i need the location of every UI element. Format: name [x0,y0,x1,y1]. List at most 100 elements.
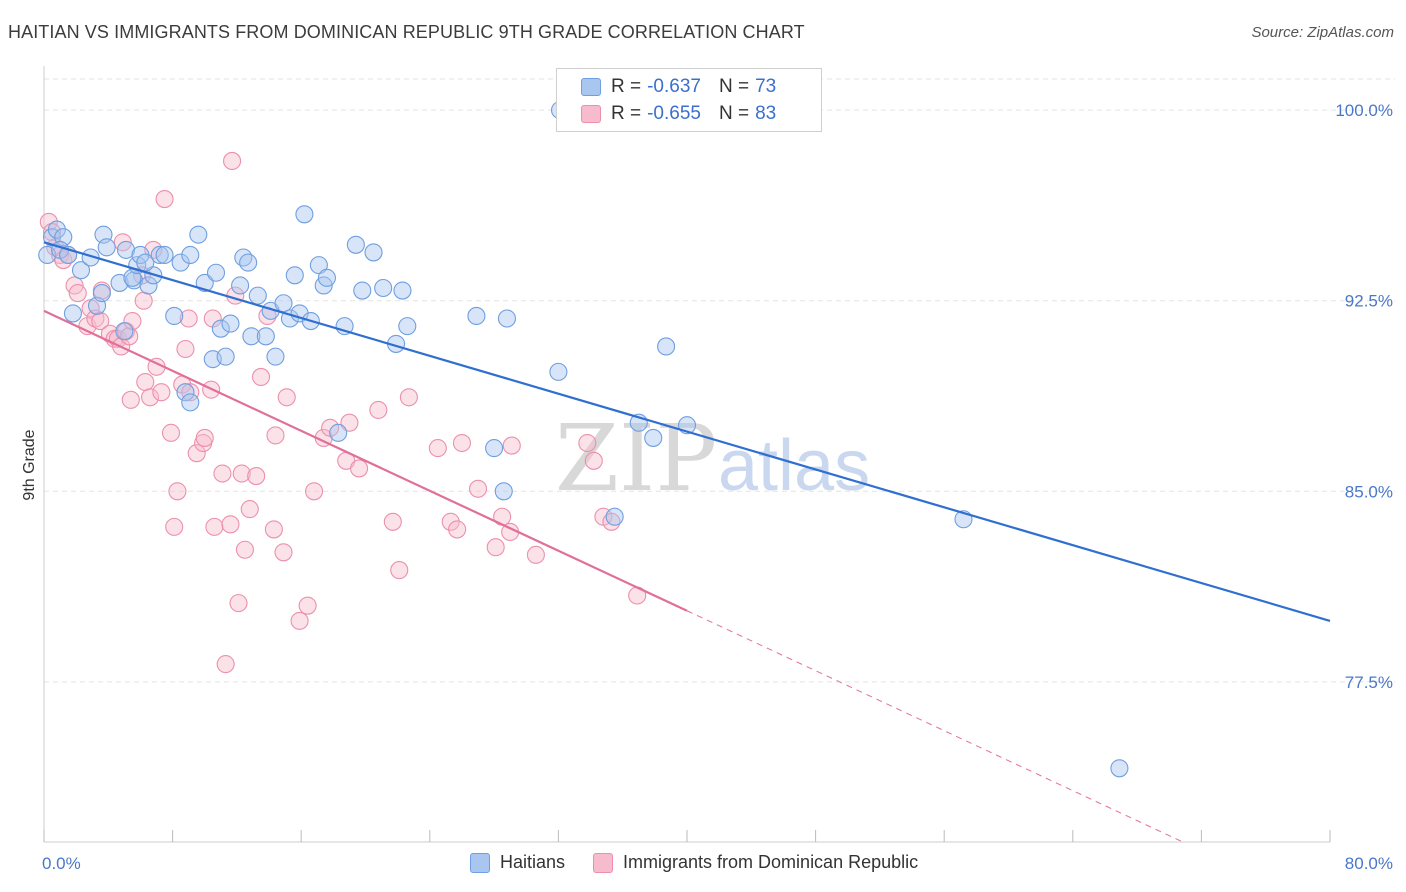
haitians-point [485,439,504,458]
haitians-point [63,304,82,323]
dominican-point [578,433,597,453]
haitians-point [239,253,258,272]
legend-swatch-dominican [593,852,614,873]
dominican-point [369,400,388,420]
haitians-point [211,319,230,338]
dominican-point [121,390,140,409]
series-dominican-points [39,151,647,674]
y-tick-label: 100.0% [1335,101,1393,120]
dominican-point [468,479,488,498]
dominican-point [181,383,200,402]
bottom-legend-dominican: Immigrants from Dominican Republic [593,852,918,873]
y-axis-label: 9th Grade [21,429,38,500]
watermark-atlas: atlas [718,426,870,506]
haitians-point [494,482,513,501]
haitians-point [181,393,200,412]
haitians-point [329,423,348,442]
series-haitians-points [38,101,1129,778]
legend-n-label: N = [718,103,750,124]
haitians-point [374,278,393,298]
haitians-point [139,276,158,295]
haitians-point [549,362,568,381]
dominican-point [486,538,505,557]
haitians-point [92,284,111,303]
y-tick-labels: 77.5% 85.0% 92.5% 100.0% [1335,101,1393,692]
haitians-point [353,281,372,300]
haitians-point [274,294,293,313]
dominican-point [266,426,285,445]
legend-r-value: -0.637 [647,76,701,97]
dominican-point [54,251,73,270]
dominican-point [428,439,447,458]
dominican-point [399,388,418,407]
haitians-point [285,266,304,285]
dominican-point [340,413,359,432]
bottom-legend: Haitians Immigrants from Dominican Repub… [470,852,946,873]
haitians-point [155,245,174,265]
dominican-point [240,500,259,519]
haitians-point [248,286,267,305]
haitians-point [234,248,253,267]
haitians-point [181,245,200,265]
dominican-point [195,428,214,447]
haitians-point [644,428,663,447]
haitians-point [398,317,417,336]
axes [43,66,1331,843]
haitians-point [605,507,624,526]
dominican-point [232,464,251,483]
dominican-point [152,383,171,402]
haitians-point [47,220,66,239]
dominican-point [247,467,266,486]
dominican-point [441,512,460,531]
dominican-point [526,545,545,564]
x-tick-label: 80.0% [1345,854,1393,873]
x-tick-label: 0.0% [42,854,81,873]
dominican-point [584,451,603,470]
haitians-point [497,309,517,328]
haitians-point [206,263,226,282]
dominican-point [229,594,248,613]
dominican-point [251,367,271,387]
dominican-point [216,655,235,674]
dominican-point [390,561,409,580]
dominican-point [448,520,467,539]
legend-n-value: 73 [755,76,777,97]
dominican-point [205,517,224,536]
haitians-point [221,314,240,333]
dominican-point [452,433,472,453]
legend-r-value: -0.655 [647,103,701,124]
dominican-point [298,596,317,615]
dominican-point [502,436,521,455]
bottom-legend-label: Haitians [500,852,566,872]
dominican-point [168,482,187,501]
haitians-point [71,261,91,280]
dominican-point [120,327,139,346]
haitians-point [266,347,285,366]
y-tick-label: 85.0% [1345,482,1393,501]
haitians-point [317,268,336,287]
dominican-point [165,517,184,536]
haitians-point [171,253,190,272]
watermark-zip: ZIP [555,405,717,512]
haitians-point [195,273,214,292]
haitians-point [467,306,486,326]
source-label: Source: ZipAtlas.com [1251,24,1394,41]
dominican-point [274,543,293,562]
haitians-point [150,245,169,265]
haitians-point [657,337,676,356]
dominican-point [141,388,160,407]
dominican-point [290,611,309,630]
haitians-point [295,205,314,224]
legend-row-dominican: R = -0.655 N = 83 [581,102,776,126]
legend-row-haitians: R = -0.637 N = 73 [581,75,776,99]
haitians-point [346,235,365,254]
haitians-point [97,238,116,257]
legend-r-label: R = [611,103,642,124]
legend: R = -0.637 N = 73 R = -0.655 N = 83 [556,68,822,132]
trend-lines [43,241,1331,843]
x-tick-labels: 0.0% 80.0% [42,854,1393,873]
dominican-point [350,459,369,478]
dominican-point [235,540,254,559]
haitians-point [1110,759,1129,778]
